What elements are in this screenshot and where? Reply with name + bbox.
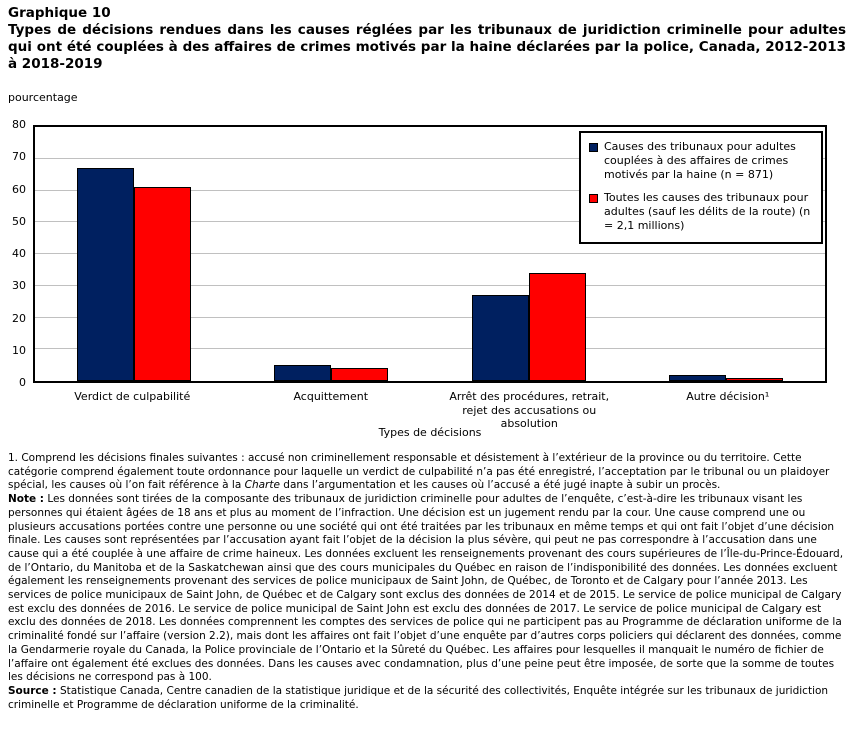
legend-swatch-series1 (589, 143, 598, 152)
bar-group (628, 127, 826, 381)
gridline (35, 157, 825, 159)
bar-group (430, 127, 628, 381)
x-axis-category-labels: Verdict de culpabilité Acquittement Arrêt … (33, 390, 827, 431)
bar-series2-cat2 (331, 368, 389, 381)
y-tick-label: 70 (12, 150, 26, 164)
gridline (35, 284, 825, 286)
y-tick-label: 40 (12, 247, 26, 260)
gridline (35, 316, 825, 318)
note-label: Note : (8, 493, 44, 506)
bar-series2-cat1 (133, 187, 191, 381)
bar-series1-cat1 (76, 168, 134, 381)
y-tick-label: 0 (19, 376, 26, 389)
footnote-1-italic-term: Charte (244, 479, 280, 492)
y-tick-label: 30 (12, 279, 26, 293)
figure-title-text: Types de décisions rendues dans les caus… (8, 22, 846, 72)
legend-label-series1: Causes des tribunaux pour adultes couplé… (604, 140, 796, 181)
category-label: Acquittement (293, 390, 369, 403)
gridline (35, 253, 825, 254)
y-axis-ticks: 0 10 20 30 40 50 60 70 80 (0, 118, 26, 389)
y-tick-label: 60 (12, 182, 26, 196)
notes-section: 1. Comprend les décisions finales suivan… (8, 452, 846, 712)
legend-item: Causes des tribunaux pour adultes couplé… (589, 140, 813, 182)
x-axis-title: Types de décisions (378, 426, 482, 439)
source-label: Source : (8, 684, 57, 697)
y-tick-label: 20 (12, 311, 26, 325)
legend-label-series2: Toutes les causes des tribunaux pour adu… (604, 191, 811, 232)
gridline (35, 189, 825, 191)
source-text: Statistique Canada, Centre canadien de l… (8, 684, 829, 711)
plot-area: Causes des tribunaux pour adultes couplé… (33, 125, 827, 383)
chart-legend: Causes des tribunaux pour adultes couplé… (579, 131, 823, 244)
footnote-1: 1. Comprend les décisions finales suivan… (8, 452, 846, 493)
y-tick-label: 10 (12, 343, 26, 357)
footnote-1-text: 1. Comprend les décisions finales suivan… (8, 452, 830, 492)
y-tick-label: 50 (12, 214, 26, 228)
figure-title: Graphique 10 Types de décisions rendues … (8, 5, 846, 73)
bar-series1-cat3 (471, 295, 529, 381)
bar-series1-cat2 (274, 365, 332, 381)
note-text: Les données sont tirées de la composante… (8, 493, 844, 684)
gridline (35, 221, 825, 223)
category-label: Verdict de culpabilité (74, 390, 191, 403)
note-paragraph: Note : Les données sont tirées de la com… (8, 493, 846, 685)
bar-group (35, 127, 233, 381)
legend-item: Toutes les causes des tribunaux pour adu… (589, 191, 813, 233)
source-paragraph: Source : Statistique Canada, Centre cana… (8, 685, 846, 712)
legend-swatch-series2 (589, 194, 598, 203)
bar-series2-cat4 (726, 377, 784, 381)
figure-number: Graphique 10 (8, 5, 111, 21)
bar-series1-cat4 (669, 374, 727, 381)
bar-group (233, 127, 431, 381)
bars-layer (35, 127, 825, 381)
gridline (35, 348, 825, 350)
bar-series2-cat3 (528, 273, 586, 381)
footnote-1-text-end: dans l’argumentation et les causes où l’… (279, 479, 721, 492)
y-axis-unit-label: pourcentage (8, 91, 78, 104)
y-tick-label: 80 (12, 118, 26, 131)
category-label: Arrêt des procédures, retrait, rejet des… (449, 390, 610, 430)
category-label: Autre décision¹ (686, 390, 770, 403)
